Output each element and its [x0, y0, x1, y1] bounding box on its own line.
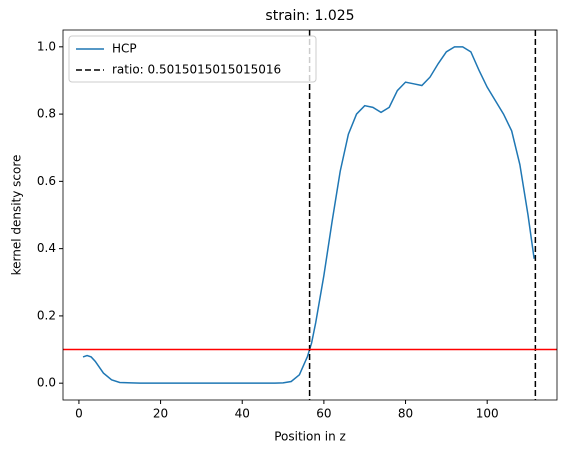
x-tick-label: 40	[235, 407, 250, 421]
x-tick-label: 0	[75, 407, 83, 421]
y-axis-label: kernel density score	[10, 155, 24, 276]
y-tick-label: 1.0	[37, 39, 56, 53]
x-tick-label: 100	[476, 407, 499, 421]
legend-label: ratio: 0.5015015015015016	[112, 63, 281, 77]
plot-frame	[62, 29, 558, 401]
legend-label: HCP	[112, 42, 137, 56]
y-tick-label: 0.8	[37, 107, 56, 121]
x-tick-label: 20	[153, 407, 168, 421]
legend-box	[68, 35, 317, 83]
x-axis-label: Position in z	[274, 430, 346, 444]
x-tick-label: 80	[398, 407, 413, 421]
y-tick-label: 0.6	[37, 174, 56, 188]
x-tick-label: 60	[316, 407, 331, 421]
chart-title: strain: 1.025	[265, 8, 354, 24]
data-line	[82, 46, 535, 384]
y-tick-label: 0.0	[37, 376, 56, 390]
y-tick-label: 0.2	[37, 308, 56, 322]
y-tick-label: 0.4	[37, 241, 56, 255]
